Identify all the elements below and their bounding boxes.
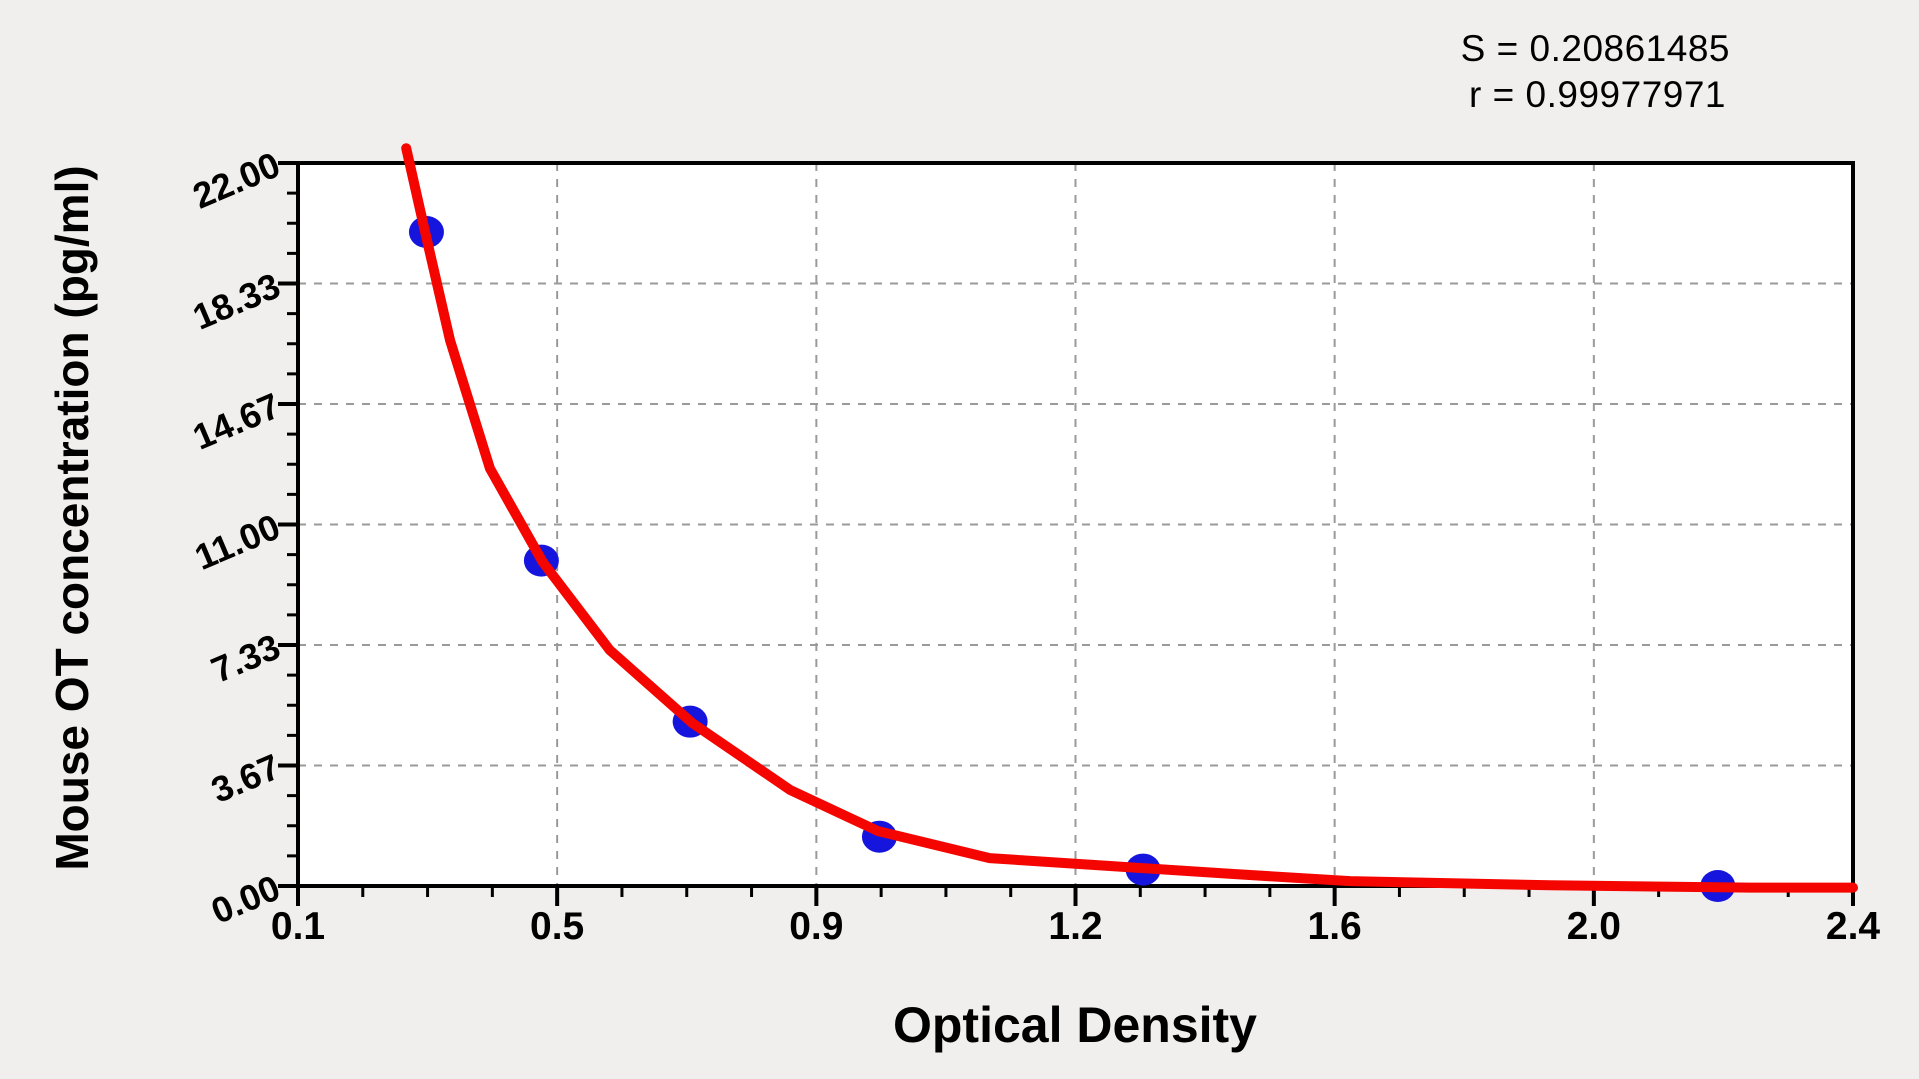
x-tick-label: 0.9: [789, 905, 844, 948]
standard-curve: [401, 143, 1858, 893]
x-tick-label: 0.5: [530, 905, 585, 948]
x-tick-label: 2.0: [1566, 905, 1621, 948]
plot-border: [296, 161, 1855, 888]
x-axis-title: Optical Density: [893, 997, 1257, 1053]
x-tick-label: 0.1: [270, 905, 326, 948]
stat-correlation: r = 0.99977971: [1469, 74, 1726, 115]
x-tick-label: 2.4: [1825, 905, 1881, 948]
stat-standard-error: S = 0.20861485: [1460, 28, 1730, 69]
x-tick-label: 1.6: [1307, 905, 1362, 948]
x-tick-label: 1.2: [1048, 905, 1103, 948]
